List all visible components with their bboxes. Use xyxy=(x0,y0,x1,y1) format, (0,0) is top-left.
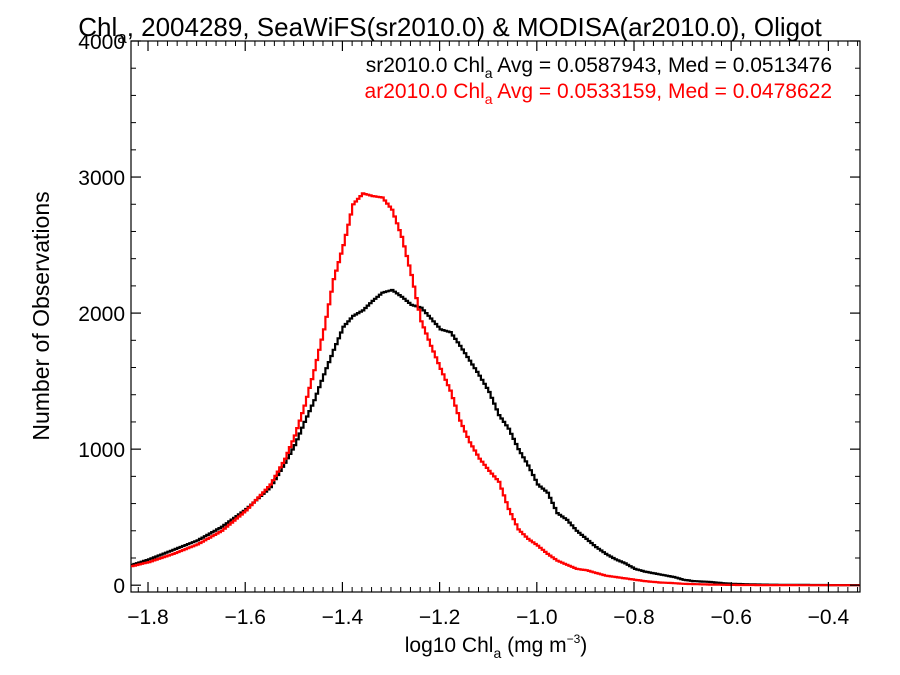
x-tick-label: −1.6 xyxy=(224,606,265,629)
y-tick-label: 3000 xyxy=(78,167,125,190)
y-tick-label: 2000 xyxy=(78,303,125,326)
x-tick-label: −1.4 xyxy=(322,606,364,629)
y-axis: 0 1000 2000 3000 4000 xyxy=(78,31,860,598)
legend-series-2: ar2010.0 Chla Avg = 0.0533159, Med = 0.0… xyxy=(365,80,832,107)
x-axis: −1.8 −1.6 −1.4 −1.2 −1.0 −0.8 −0.6 −0.4 xyxy=(127,41,859,629)
x-tick-label: −1.8 xyxy=(127,606,168,629)
y-tick-label: 0 xyxy=(113,575,125,598)
x-tick-label: −0.4 xyxy=(808,606,850,629)
legend-series-1: sr2010.0 Chla Avg = 0.0587943, Med = 0.0… xyxy=(366,54,832,81)
y-tick-label: 1000 xyxy=(78,439,125,462)
x-tick-label: −1.0 xyxy=(516,606,557,629)
x-tick-label: −0.8 xyxy=(613,606,654,629)
y-tick-label: 4000 xyxy=(78,31,125,54)
chart-title: Chla, 2004289, SeaWiFS(sr2010.0) & MODIS… xyxy=(78,12,822,47)
x-axis-label: log10 Chla (mg m−3) xyxy=(405,632,588,661)
series-layer xyxy=(131,192,860,587)
series-line-1 xyxy=(131,288,860,587)
x-tick-label: −1.2 xyxy=(419,606,460,629)
y-axis-label: Number of Observations xyxy=(28,191,54,440)
x-tick-label: −0.6 xyxy=(710,606,751,629)
series-line-2 xyxy=(131,192,860,587)
plot-frame xyxy=(130,40,861,593)
